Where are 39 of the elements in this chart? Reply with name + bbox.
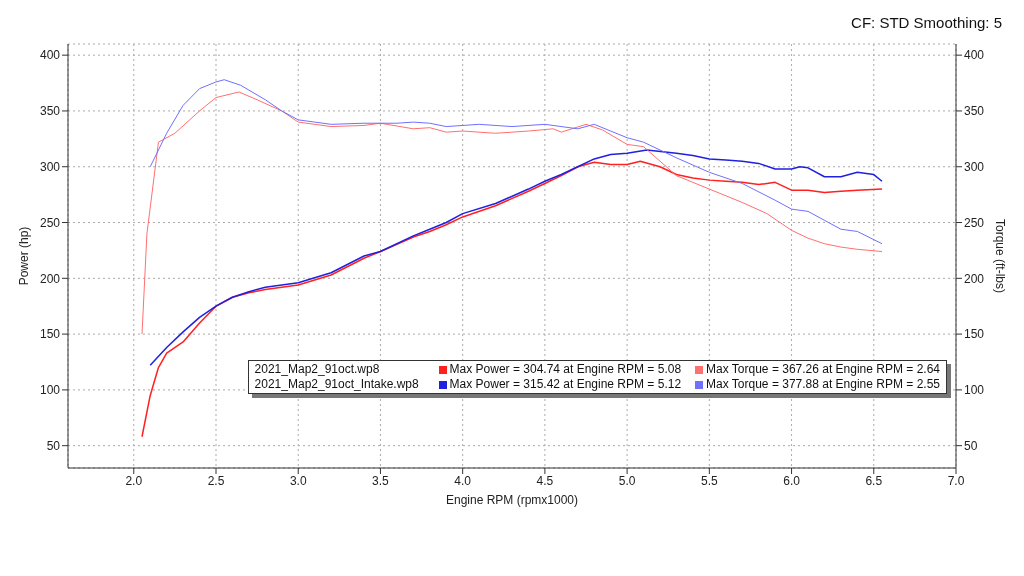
x-tick-label: 7.0 [947,473,965,488]
x-axis-title: Engine RPM (rpmx1000) [445,493,579,507]
y2-tick-label: 150 [964,327,985,342]
y2-tick-label: 400 [964,48,985,63]
annotation: 2021_Map2_91oct_Intake.wp8 [254,377,420,392]
text: CF: STD Smoothing: 5 [851,14,1002,31]
x-tick-label: 4.5 [536,473,554,488]
y-axis-title: Power (hp) [17,226,32,286]
x-tick-label: 2.5 [207,473,225,488]
x-tick-label: 5.0 [618,473,636,488]
x-tick-label: 6.0 [783,473,801,488]
y2-tick-label: 250 [964,215,985,230]
x-tick-label: 6.5 [865,473,883,488]
y-tick-label: 50 [46,438,61,453]
x-tick-label: 3.0 [289,473,307,488]
y-tick-label: 350 [39,104,61,119]
y2-tick-label: 350 [964,104,985,119]
y-tick-label: 400 [39,48,61,63]
legend-label: Max Torque = 377.88 at Engine RPM = 2.55 [705,377,940,392]
x-tick-label: 4.0 [454,473,472,488]
y2-axis-title: Torque (ft-lbs) [992,218,1007,294]
y-tick-label: 300 [39,160,61,174]
y-tick-label: 200 [39,271,61,286]
x-tick-label: 3.5 [372,473,390,488]
annotation: 2021_Map2_91oct.wp8 [254,362,381,377]
legend-label: Max Power = 304.74 at Engine RPM = 5.08 [448,362,682,377]
y-tick-label: 250 [39,215,61,230]
line-series [141,91,883,335]
x-tick-label: 2.0 [125,473,143,488]
line-series [149,79,883,245]
y2-tick-label: 200 [964,271,985,286]
y2-tick-label: 300 [964,160,985,174]
legend-label: Max Torque = 367.26 at Engine RPM = 2.64 [705,362,940,377]
y-tick-label: 100 [39,383,61,398]
x-tick-label: 5.5 [700,473,718,488]
y2-tick-label: 100 [964,383,985,398]
legend-label: Max Power = 315.42 at Engine RPM = 5.12 [448,377,682,392]
y-tick-label: 150 [39,327,61,342]
y2-tick-label: 50 [964,438,978,453]
